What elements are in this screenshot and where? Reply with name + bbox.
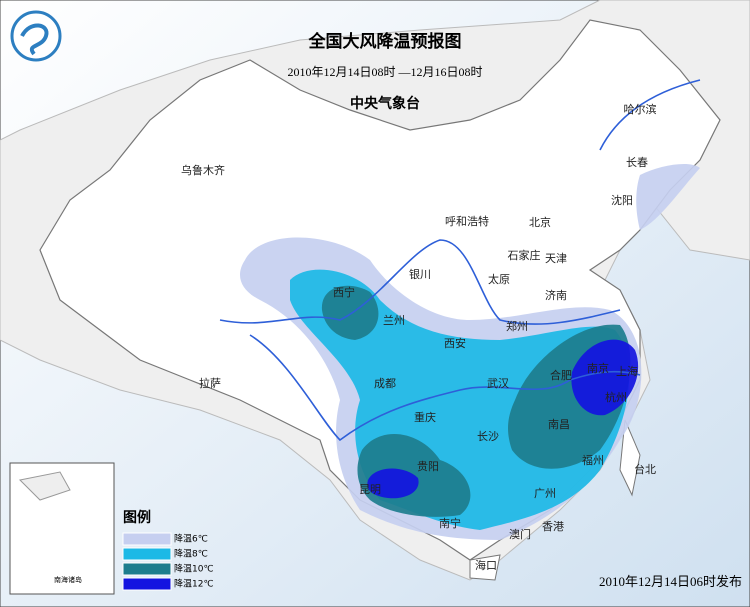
city-label: 拉萨 bbox=[199, 376, 221, 390]
city-label: 澳门 bbox=[509, 527, 531, 541]
city-label: 重庆 bbox=[414, 410, 436, 424]
legend-label: 降温6℃ bbox=[174, 533, 208, 545]
city-label: 西宁 bbox=[333, 285, 355, 299]
taiwan bbox=[619, 419, 641, 497]
legend-label: 降温8℃ bbox=[174, 548, 208, 560]
legend-title: 图例 bbox=[123, 509, 151, 526]
map-period: 2010年12月14日08时 —12月16日08时 bbox=[287, 65, 482, 79]
map-issuer: 中央气象台 bbox=[350, 95, 420, 112]
city-label: 呼和浩特 bbox=[445, 214, 489, 228]
map-title: 全国大风降温预报图 bbox=[308, 31, 462, 52]
city-label: 贵阳 bbox=[417, 460, 439, 473]
city-label: 西安 bbox=[444, 336, 466, 350]
legend-swatch bbox=[122, 532, 172, 546]
city-label: 台北 bbox=[634, 462, 656, 476]
legend: 降温6℃ 降温8℃ 降温10℃ 降温12℃ bbox=[122, 532, 214, 591]
city-label: 福州 bbox=[582, 453, 604, 467]
city-label: 南宁 bbox=[439, 516, 461, 530]
legend-swatch bbox=[122, 562, 172, 576]
city-label: 济南 bbox=[545, 288, 567, 302]
legend-label: 降温12℃ bbox=[174, 578, 214, 590]
city-label: 天津 bbox=[545, 252, 567, 265]
city-label: 石家庄 bbox=[508, 248, 541, 262]
city-label: 银川 bbox=[409, 267, 431, 281]
yangtze-river bbox=[249, 334, 641, 442]
logo bbox=[10, 10, 62, 62]
hainan bbox=[469, 554, 501, 581]
city-label: 长沙 bbox=[477, 430, 499, 443]
city-label: 北京 bbox=[529, 215, 551, 229]
city-label: 南昌 bbox=[548, 418, 570, 431]
city-label: 沈阳 bbox=[611, 193, 633, 207]
cooling-zone bbox=[571, 339, 639, 416]
city-label: 兰州 bbox=[383, 314, 405, 327]
city-label: 广州 bbox=[534, 487, 556, 500]
city-label: 合肥 bbox=[550, 368, 572, 382]
city-label: 乌鲁木齐 bbox=[181, 163, 225, 177]
city-label: 郑州 bbox=[506, 319, 528, 333]
city-label: 南京 bbox=[587, 361, 609, 375]
inset-label: 南海诸岛 bbox=[54, 575, 82, 584]
city-label: 香港 bbox=[542, 520, 564, 533]
legend-swatch bbox=[122, 547, 172, 561]
legend-swatch bbox=[122, 577, 172, 591]
city-label: 武汉 bbox=[487, 377, 509, 390]
city-label: 上海 bbox=[616, 364, 638, 378]
city-label: 昆明 bbox=[359, 483, 381, 496]
cooling-zone bbox=[321, 285, 379, 340]
city-label: 成都 bbox=[374, 377, 396, 390]
city-label: 海口 bbox=[475, 558, 497, 572]
inset-land bbox=[18, 471, 71, 501]
cooling-zone bbox=[636, 164, 700, 230]
city-label: 杭州 bbox=[605, 390, 627, 404]
logo-mark bbox=[20, 23, 49, 56]
cooling-zone bbox=[367, 468, 419, 499]
city-label: 长春 bbox=[626, 156, 648, 169]
cooling-zones bbox=[240, 164, 700, 540]
city-label: 太原 bbox=[488, 273, 510, 286]
city-label: 哈尔滨 bbox=[624, 102, 657, 116]
legend-label: 降温10℃ bbox=[174, 563, 214, 575]
yellow-river bbox=[219, 239, 621, 325]
songhua-river bbox=[599, 79, 701, 151]
issue-time: 2010年12月14日06时发布 bbox=[599, 574, 742, 589]
rivers bbox=[219, 79, 701, 442]
